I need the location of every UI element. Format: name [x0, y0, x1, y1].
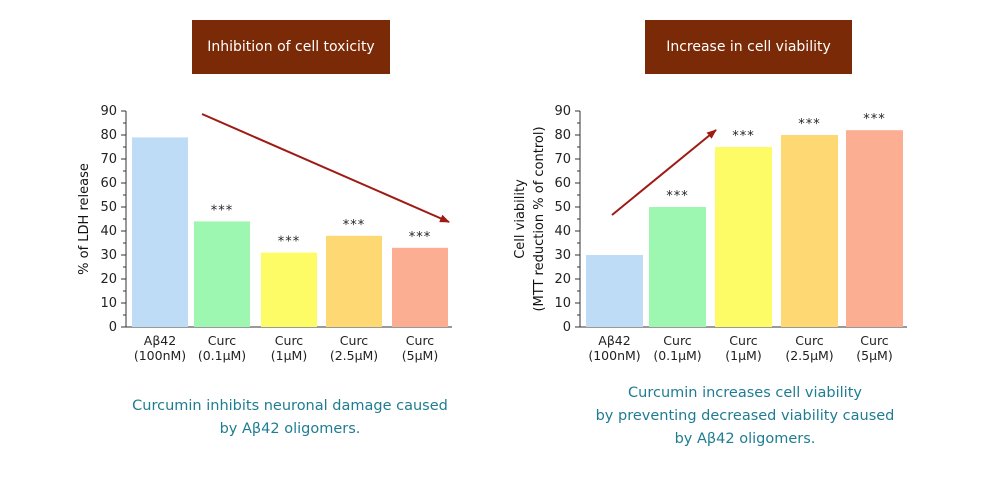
- significance-label: ***: [409, 230, 432, 245]
- y-tick-label: 0: [563, 320, 571, 335]
- y-tick-label: 90: [554, 104, 571, 119]
- x-tick-label: Curc: [208, 333, 237, 348]
- y-tick-label: 50: [100, 200, 117, 215]
- caption-right: Curcumin increases cell viability by pre…: [560, 382, 930, 451]
- significance-label: ***: [798, 117, 821, 132]
- cell-viability-chart: 0 10 20 30 40 50 60 70 80 90 Cell viability (MTT re…: [513, 104, 907, 363]
- x-tick-label: (100nM): [134, 348, 186, 363]
- x-tick-label: Curc: [795, 333, 824, 348]
- caption-left: Curcumin inhibits neuronal damage caused…: [100, 395, 480, 441]
- trend-arrow-down: [201, 113, 450, 223]
- caption-right-line: by preventing decreased viability caused: [595, 408, 895, 424]
- y-tick-label: 80: [100, 128, 117, 143]
- y-axis-label: (MTT reduction % of control): [532, 126, 547, 311]
- y-tick-label: 20: [554, 272, 571, 287]
- x-tick-label: (5μM): [402, 348, 438, 363]
- bar: [781, 135, 838, 327]
- y-tick-label: 90: [100, 104, 117, 119]
- bar: [846, 130, 903, 327]
- bar: [326, 235, 382, 327]
- significance-label: ***: [343, 218, 366, 233]
- x-tick-label: (2.5μM): [330, 348, 378, 363]
- significance-label: ***: [211, 203, 234, 218]
- x-tick-label: Curc: [729, 333, 758, 348]
- y-axis-label: Cell viability: [513, 179, 528, 259]
- trend-arrow-up: [611, 129, 717, 216]
- caption-left-line: by Aβ42 oligomers.: [219, 421, 361, 437]
- y-tick-label: 50: [554, 200, 571, 215]
- significance-label: ***: [278, 235, 301, 250]
- y-tick-label: 40: [554, 224, 571, 239]
- y-tick-label: 70: [554, 152, 571, 167]
- x-tick-label: (0.1μM): [198, 348, 246, 363]
- x-tick-label: Curc: [860, 333, 889, 348]
- y-axis-label: % of LDH release: [77, 163, 92, 275]
- bar: [194, 221, 250, 327]
- y-tick-label: 60: [100, 176, 117, 191]
- x-tick-label: (2.5μM): [785, 348, 833, 363]
- y-tick-label: 10: [554, 296, 571, 311]
- significance-label: ***: [863, 112, 886, 127]
- x-tick-label: Aβ42: [598, 333, 630, 348]
- significance-label: ***: [666, 189, 689, 204]
- y-tick-label: 30: [554, 248, 571, 263]
- y-tick-label: 20: [100, 272, 117, 287]
- banner-right: Increase in cell viability: [645, 20, 852, 74]
- y-tick-label: 60: [554, 176, 571, 191]
- banner-left: Inhibition of cell toxicity: [192, 20, 390, 74]
- y-tick-label: 0: [109, 320, 117, 335]
- x-tick-label: (5μM): [856, 348, 892, 363]
- x-tick-label: (1μM): [271, 348, 307, 363]
- bar: [132, 137, 188, 327]
- y-tick-label: 70: [100, 152, 117, 167]
- x-tick-label: Aβ42: [144, 333, 176, 348]
- y-tick-label: 10: [100, 296, 117, 311]
- x-tick-label: Curc: [275, 333, 304, 348]
- x-tick-label: (0.1μM): [653, 348, 701, 363]
- bar: [261, 252, 317, 327]
- bar: [649, 207, 706, 327]
- caption-right-line: Curcumin increases cell viability: [628, 385, 862, 401]
- x-tick-label: Curc: [406, 333, 435, 348]
- y-tick-label: 30: [100, 248, 117, 263]
- y-tick-label: 80: [554, 128, 571, 143]
- y-tick-label: 40: [100, 224, 117, 239]
- x-tick-label: Curc: [340, 333, 369, 348]
- caption-right-line: by Aβ42 oligomers.: [674, 431, 816, 447]
- x-tick-label: (100nM): [588, 348, 640, 363]
- caption-left-line: Curcumin inhibits neuronal damage caused: [132, 398, 448, 414]
- bar: [392, 247, 448, 327]
- bar: [586, 255, 643, 327]
- x-tick-label: (1μM): [725, 348, 761, 363]
- significance-label: ***: [732, 129, 755, 144]
- x-tick-label: Curc: [663, 333, 692, 348]
- bar: [715, 147, 772, 327]
